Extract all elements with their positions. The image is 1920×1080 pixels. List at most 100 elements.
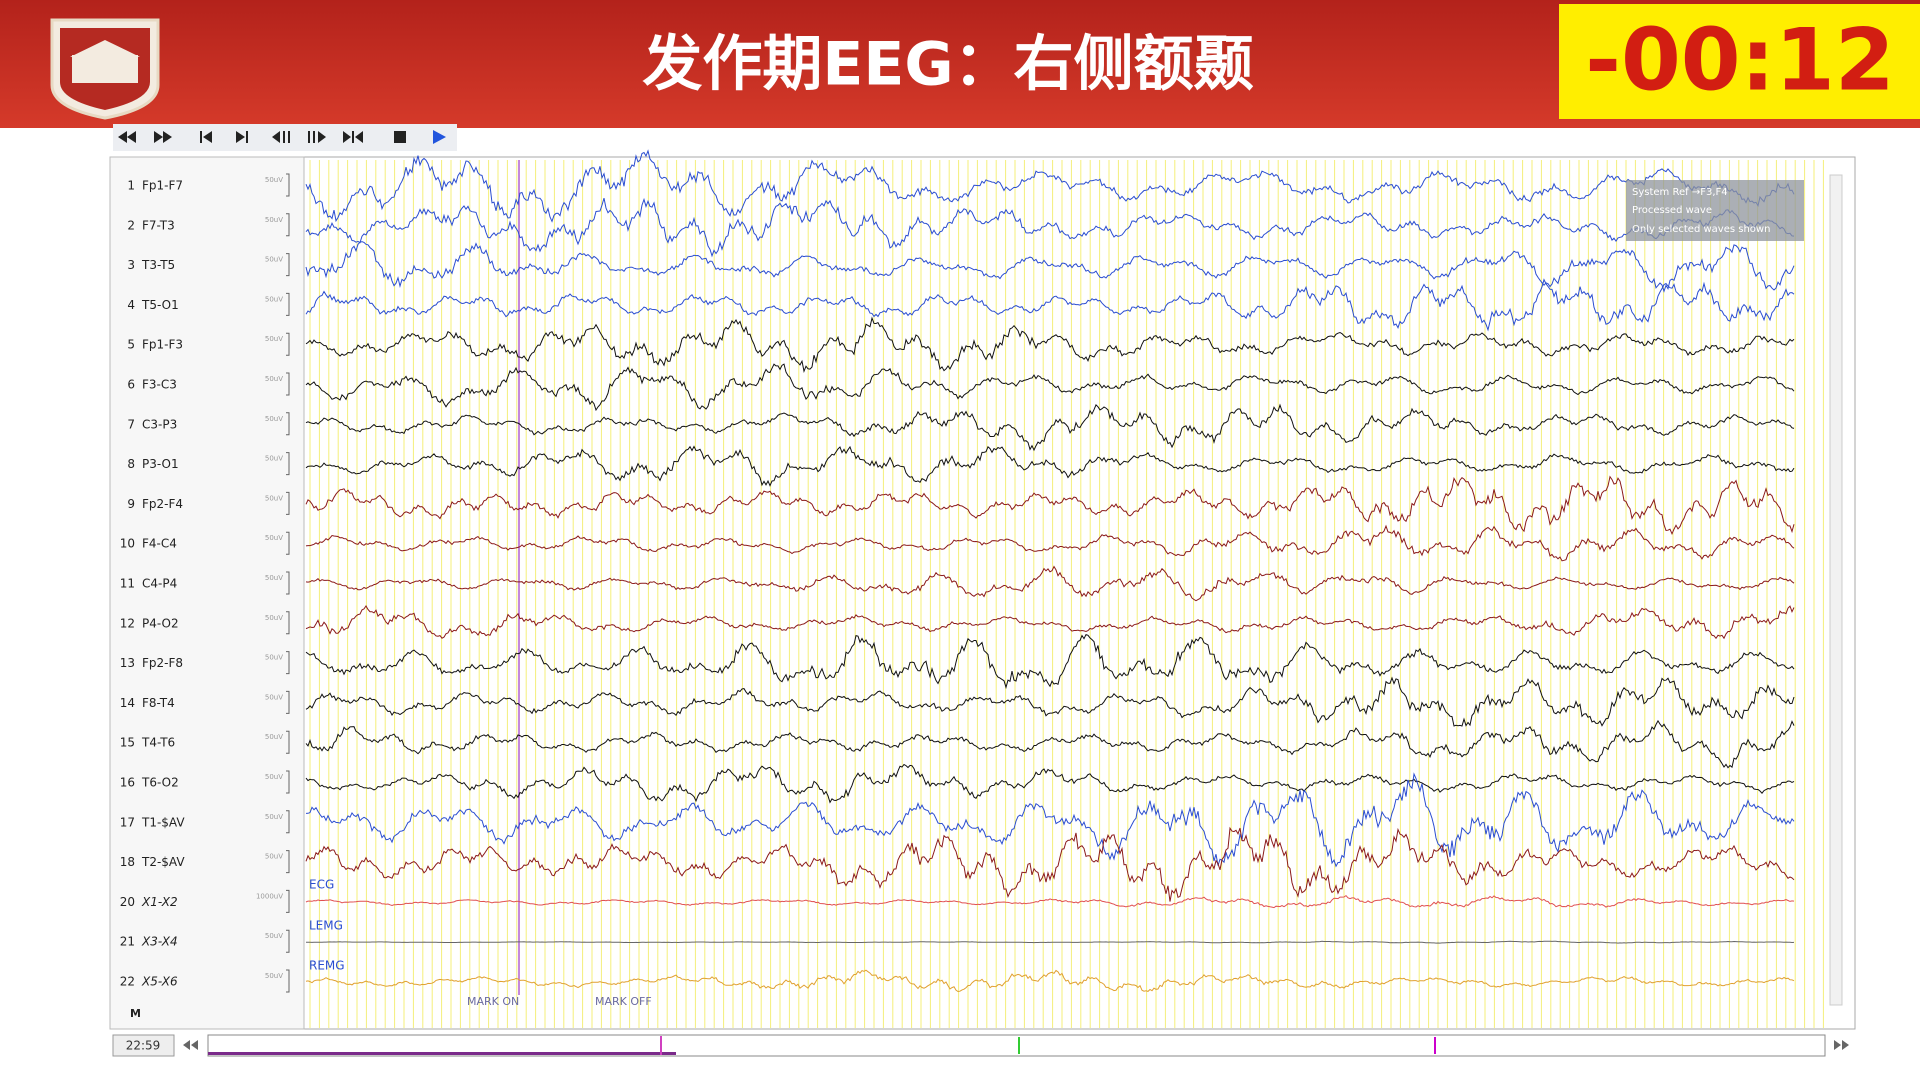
channel-number: 12 (120, 616, 135, 630)
channel-scale: 50uV (265, 693, 283, 701)
eeg-trace (305, 826, 1795, 902)
channel-scale: 1000uV (256, 892, 283, 900)
channel-number: 17 (120, 815, 135, 829)
channel-name: F3-C3 (142, 378, 177, 392)
timeline-scrollbar[interactable] (207, 1034, 1826, 1057)
channel-scale: 50uV (265, 654, 283, 662)
scale-bracket (286, 929, 290, 953)
channel-scale: 50uV (265, 574, 283, 582)
play-button[interactable] (433, 130, 446, 144)
eeg-trace (305, 763, 1795, 804)
toolbar (113, 124, 457, 151)
info-box: System Ref →F3,F4 Processed wave Only se… (1626, 180, 1804, 241)
marker-row-label: M (130, 1007, 141, 1020)
channel-scale: 50uV (265, 534, 283, 542)
channel-scale: 50uV (265, 614, 283, 622)
channel-scale: 50uV (265, 813, 283, 821)
channel-scale: 50uV (265, 375, 283, 383)
channel-number: 9 (127, 497, 135, 511)
channel-number: 11 (120, 577, 135, 591)
scale-bracket (286, 292, 290, 316)
channel-scale: 50uV (265, 256, 283, 264)
channel-number: 18 (120, 855, 135, 869)
channel-scale: 50uV (265, 932, 283, 940)
channel-number: 1 (127, 179, 135, 193)
first-button[interactable] (200, 131, 212, 143)
zoom-button[interactable] (343, 131, 363, 143)
channel-name: T3-T5 (141, 258, 175, 272)
rewind-button[interactable] (118, 131, 136, 143)
eeg-traces (305, 149, 1795, 993)
timer: -00:12 (1585, 10, 1894, 110)
eeg-trace (305, 278, 1795, 332)
channel-name: T1-$AV (141, 815, 185, 829)
channel-number: 8 (127, 457, 135, 471)
channel-number: 6 (127, 378, 135, 392)
logo (50, 18, 160, 120)
scroll-left-button[interactable] (183, 1040, 198, 1050)
last-button[interactable] (236, 131, 248, 143)
channel-number: 5 (127, 338, 135, 352)
scale-bracket (286, 690, 290, 714)
channel-column (109, 156, 305, 1030)
time-grid (309, 160, 1824, 1028)
channel-number: 7 (127, 417, 135, 431)
channel-number: 21 (120, 935, 135, 949)
scale-bracket (286, 611, 290, 635)
lemg-label: LEMG (309, 919, 343, 933)
step-back-button[interactable] (272, 131, 290, 143)
channel-scale: 50uV (265, 494, 283, 502)
info-line: Only selected waves shown (1632, 224, 1770, 235)
vertical-scrollbar[interactable] (1829, 174, 1843, 1006)
step-forward-button[interactable] (308, 131, 326, 143)
channel-name: F4-C4 (142, 537, 177, 551)
eeg-trace (305, 445, 1795, 487)
scale-bracket (286, 770, 290, 794)
info-line: System Ref →F3,F4 (1632, 187, 1728, 198)
timer-box (1559, 4, 1920, 119)
eeg-trace (305, 894, 1795, 909)
time-label: 22:59 (126, 1039, 161, 1053)
channel-scale: 50uV (265, 972, 283, 980)
channel-number: 15 (120, 736, 135, 750)
eeg-panel (109, 156, 1856, 1030)
channel-name: Fp2-F8 (142, 656, 183, 670)
eeg-trace (305, 676, 1795, 727)
scale-bracket (286, 412, 290, 436)
channel-name: X3-X4 (141, 935, 178, 949)
channel-number: 2 (127, 218, 135, 232)
scale-bracket (286, 452, 290, 476)
channel-name: F8-T4 (142, 696, 175, 710)
channel-name: X1-X2 (141, 895, 178, 909)
eeg-trace (305, 363, 1795, 412)
eeg-trace (305, 197, 1795, 258)
info-line: Processed wave (1632, 205, 1712, 216)
channel-number: 20 (120, 895, 135, 909)
timeline-progress (208, 1052, 676, 1055)
stop-button[interactable] (394, 131, 406, 143)
channel-name: P3-O1 (142, 457, 179, 471)
scale-bracket (286, 491, 290, 515)
scale-bracket (286, 332, 290, 356)
eeg-trace (305, 565, 1795, 602)
eeg-trace (305, 316, 1795, 373)
channel-name: Fp2-F4 (142, 497, 183, 511)
eeg-trace (305, 475, 1795, 536)
channel-number: 14 (120, 696, 135, 710)
ecg-label: ECG (309, 878, 334, 892)
channel-name: X5-X6 (141, 975, 178, 989)
mark-on-label: MARK ON (467, 995, 519, 1008)
channel-scale: 50uV (265, 853, 283, 861)
channel-name: F7-T3 (142, 218, 175, 232)
scale-bracket (286, 969, 290, 993)
scale-bracket (286, 173, 290, 197)
channel-number: 3 (127, 258, 135, 272)
eeg-trace (305, 524, 1795, 562)
scroll-right-button[interactable] (1834, 1040, 1849, 1050)
forward-button[interactable] (154, 131, 172, 143)
channel-labels: 1 Fp1-F7 50uV 2 F7-T3 50uV 3 T3-T5 50uV 4 T5-O1 50u… (120, 173, 290, 993)
scale-bracket (286, 531, 290, 555)
scale-bracket (286, 372, 290, 396)
eeg-trace (305, 403, 1795, 452)
